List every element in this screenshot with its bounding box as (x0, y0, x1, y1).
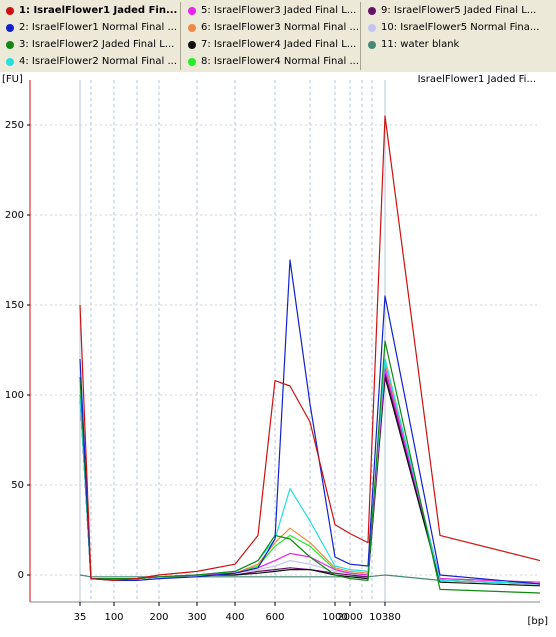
y-tick-label: 200 (5, 210, 24, 221)
x-tick-label: 300 (187, 612, 206, 623)
legend-label: 1: IsraelFlower1 Jaded Fin... (19, 5, 178, 16)
legend-label: 7: IsraelFlower4 Jaded Final L... (201, 39, 357, 50)
x-tick-label: 1000 (322, 612, 347, 623)
legend-item-7[interactable]: 7: IsraelFlower4 Jaded Final L... (182, 36, 360, 53)
legend-item-1[interactable]: 1: IsraelFlower1 Jaded Fin... (0, 2, 180, 19)
x-tick-label: 600 (265, 612, 284, 623)
x-tick-label: 2000 (337, 612, 362, 623)
legend-item-4[interactable]: 4: IsraelFlower2 Normal Final ... (0, 53, 180, 70)
series-dot-icon (188, 6, 196, 15)
legend-item-8[interactable]: 8: IsraelFlower4 Normal Final ... (182, 53, 360, 70)
series-line-11 (79, 574, 541, 585)
series-line-1 (79, 115, 541, 581)
x-axis-unit-label: [bp] (527, 616, 549, 627)
x-tick-label: 35 (74, 612, 87, 623)
y-tick-label: 100 (5, 390, 24, 401)
series-dot-icon (188, 57, 196, 66)
legend-item-11[interactable]: 11: water blank (362, 36, 542, 53)
legend-label: 6: IsraelFlower3 Normal Final ... (201, 22, 359, 33)
plot-area (30, 80, 540, 602)
legend-label: 8: IsraelFlower4 Normal Final ... (201, 56, 359, 67)
legend-label: 10: IsraelFlower5 Normal Fina... (381, 22, 540, 33)
legend-label: 4: IsraelFlower2 Normal Final ... (19, 56, 177, 67)
series-dot-icon (6, 6, 14, 15)
x-tick-label: 10380 (369, 612, 401, 623)
x-tick-label: 400 (225, 612, 244, 623)
legend-column-1: 1: IsraelFlower1 Jaded Fin... 2: IsraelF… (0, 2, 181, 70)
chart-sample-title: IsraelFlower1 Jaded Fi... (417, 74, 536, 85)
legend-label: 9: IsraelFlower5 Jaded Final L... (381, 5, 537, 16)
electropherogram-chart[interactable]: 0 50 100 150 200 250 35 100 200 300 400 600 1000 2000… (0, 72, 556, 637)
legend-item-5[interactable]: 5: IsraelFlower3 Jaded Final L... (182, 2, 360, 19)
series-dot-icon (188, 40, 196, 49)
legend-item-6[interactable]: 6: IsraelFlower3 Normal Final ... (182, 19, 360, 36)
legend-label: 5: IsraelFlower3 Jaded Final L... (201, 5, 357, 16)
series-dot-icon (368, 23, 376, 32)
legend-panel: 1: IsraelFlower1 Jaded Fin... 2: IsraelF… (0, 0, 556, 73)
series-line-2 (79, 259, 541, 585)
x-tick-label: 200 (149, 612, 168, 623)
series-dot-icon (368, 40, 376, 49)
series-dot-icon (368, 6, 376, 15)
series-dot-icon (6, 40, 14, 49)
legend-column-3: 9: IsraelFlower5 Jaded Final L... 10: Is… (362, 2, 542, 70)
chart-canvas: 0 50 100 150 200 250 35 100 200 300 400 600 10002000… (5, 80, 541, 623)
y-tick-label: 0 (18, 570, 24, 581)
series-dot-icon (6, 23, 14, 32)
legend-label: 2: IsraelFlower1 Normal Final ... (19, 22, 177, 33)
y-tick-label: 150 (5, 300, 24, 311)
x-tick-label: 100 (104, 612, 123, 623)
legend-item-2[interactable]: 2: IsraelFlower1 Normal Final ... (0, 19, 180, 36)
legend-item-9[interactable]: 9: IsraelFlower5 Jaded Final L... (362, 2, 542, 19)
series-dot-icon (188, 23, 196, 32)
legend-item-10[interactable]: 10: IsraelFlower5 Normal Fina... (362, 19, 542, 36)
legend-item-3[interactable]: 3: IsraelFlower2 Jaded Final L... (0, 36, 180, 53)
legend-column-2: 5: IsraelFlower3 Jaded Final L... 6: Isr… (182, 2, 361, 70)
y-tick-label: 50 (11, 480, 24, 491)
legend-label: 3: IsraelFlower2 Jaded Final L... (19, 39, 175, 50)
y-axis-unit-label: [FU] (2, 74, 23, 85)
series-dot-icon (6, 57, 14, 66)
legend-label: 11: water blank (381, 39, 460, 50)
y-tick-label: 250 (5, 120, 24, 131)
